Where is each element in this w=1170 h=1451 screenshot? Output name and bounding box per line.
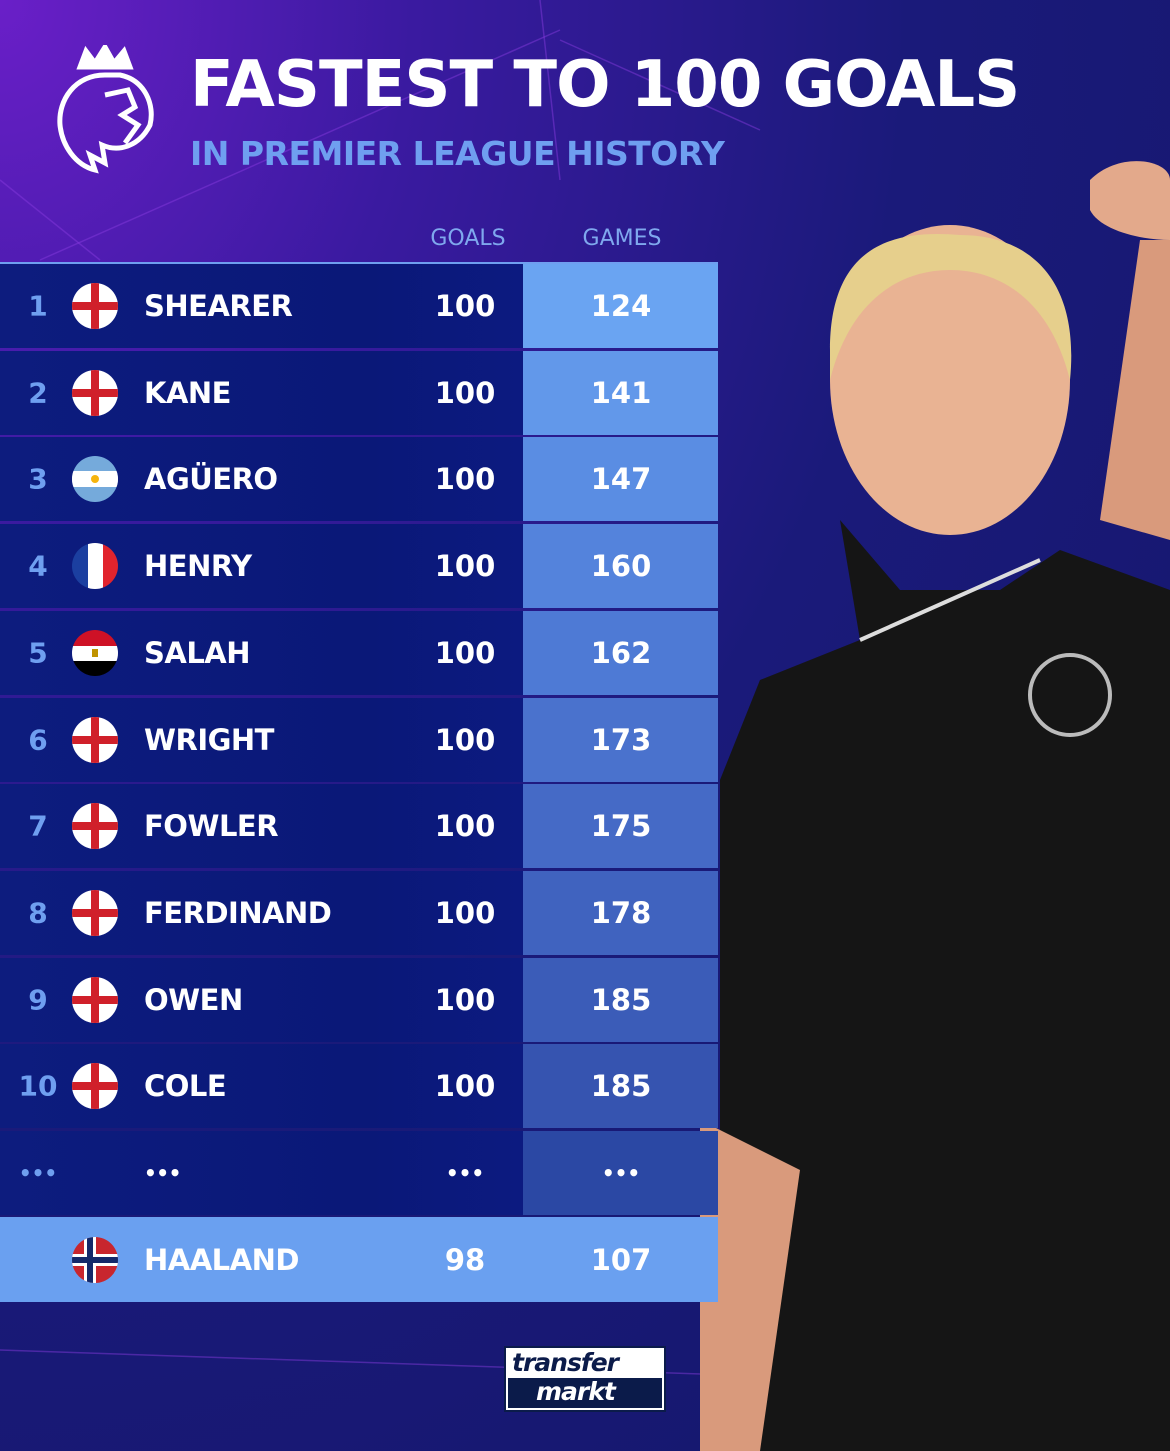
player-name: WRIGHT	[144, 722, 274, 757]
player-name: AGÜERO	[144, 462, 278, 497]
rank: 4	[28, 549, 48, 583]
player-name: HAALAND	[144, 1242, 299, 1277]
goals-value: 100	[434, 375, 496, 410]
games-value: 107	[590, 1242, 652, 1277]
player-name: FERDINAND	[144, 895, 332, 930]
table-row: 8 FERDINAND 100 178	[0, 870, 718, 955]
games-value: 178	[590, 895, 652, 930]
flag-norway-icon	[72, 1237, 118, 1283]
rank: 6	[28, 723, 48, 756]
rank: 8	[28, 896, 48, 930]
goals-value: 100	[434, 722, 496, 757]
rank: 7	[28, 809, 48, 843]
table-top-border	[0, 262, 718, 265]
games-value: 185	[590, 982, 652, 1017]
player-name: HENRY	[144, 549, 252, 584]
ellipsis-games: •••	[601, 1161, 641, 1185]
flag-england-icon	[72, 803, 118, 850]
rank: 3	[28, 462, 48, 496]
rank: 10	[18, 1069, 58, 1103]
games-value: 175	[590, 809, 652, 844]
table-row: 10 COLE 100 185	[0, 1044, 718, 1129]
flag-egypt-icon	[72, 629, 118, 676]
flag-england-icon	[72, 716, 118, 763]
games-value: 160	[590, 549, 652, 584]
goals-value: 100	[434, 895, 496, 930]
goals-value: 100	[434, 1069, 496, 1104]
goals-value: 100	[434, 289, 496, 323]
flag-england-icon	[72, 889, 118, 936]
rank: 1	[28, 289, 48, 323]
table-row: 3 AGÜERO 100 147	[0, 437, 718, 522]
games-value: 124	[590, 289, 652, 323]
player-name: FOWLER	[144, 809, 279, 844]
flag-argentina-icon	[72, 456, 118, 503]
goals-value: 100	[434, 462, 496, 497]
table-row: 4 HENRY 100 160	[0, 524, 718, 609]
goals-value: 98	[444, 1242, 486, 1277]
games-value: 147	[590, 462, 652, 497]
games-value: 185	[590, 1069, 652, 1104]
table-row: 7 FOWLER 100 175	[0, 784, 718, 869]
table-row: 5 SALAH 100 162	[0, 610, 718, 695]
player-name: SALAH	[144, 635, 251, 670]
flag-france-icon	[72, 543, 118, 590]
games-value: 173	[590, 722, 652, 757]
highlight-row-haaland: HAALAND 98 107	[0, 1217, 718, 1302]
column-header-games: GAMES	[582, 226, 662, 251]
table-row: 9 OWEN 100 185	[0, 957, 718, 1042]
rank: 5	[28, 636, 48, 670]
ellipsis-name: •••	[144, 1161, 181, 1185]
column-header-goals: GOALS	[430, 226, 506, 251]
goals-value: 100	[434, 982, 496, 1017]
ellipsis-goals: •••	[445, 1161, 485, 1185]
page-subtitle: IN PREMIER LEAGUE HISTORY	[190, 134, 725, 173]
transfermarkt-logo: transfer markt	[504, 1346, 666, 1412]
table-row: 2 KANE 100 141	[0, 350, 718, 435]
games-value: 141	[590, 375, 652, 410]
rank: 2	[28, 376, 48, 410]
flag-england-icon	[72, 283, 118, 329]
page-title: FASTEST TO 100 GOALS	[190, 48, 1020, 122]
player-name: KANE	[144, 375, 232, 410]
rank: 9	[28, 983, 48, 1017]
flag-england-icon	[72, 976, 118, 1023]
table-row: 6 WRIGHT 100 173	[0, 697, 718, 782]
goals-value: 100	[434, 809, 496, 844]
games-value: 162	[590, 635, 652, 670]
ellipsis-rank: •••	[18, 1161, 58, 1185]
flag-england-icon	[72, 369, 118, 416]
ellipsis-row: ••• ••• ••• •••	[0, 1131, 718, 1215]
player-name: COLE	[144, 1069, 227, 1104]
player-name: SHEARER	[144, 289, 293, 323]
player-photo	[700, 161, 1170, 1451]
player-name: OWEN	[144, 982, 243, 1017]
goals-value: 100	[434, 635, 496, 670]
goals-value: 100	[434, 549, 496, 584]
premier-league-logo	[57, 45, 154, 174]
table-row: 1 SHEARER 100 124	[0, 264, 718, 348]
flag-england-icon	[72, 1063, 118, 1110]
